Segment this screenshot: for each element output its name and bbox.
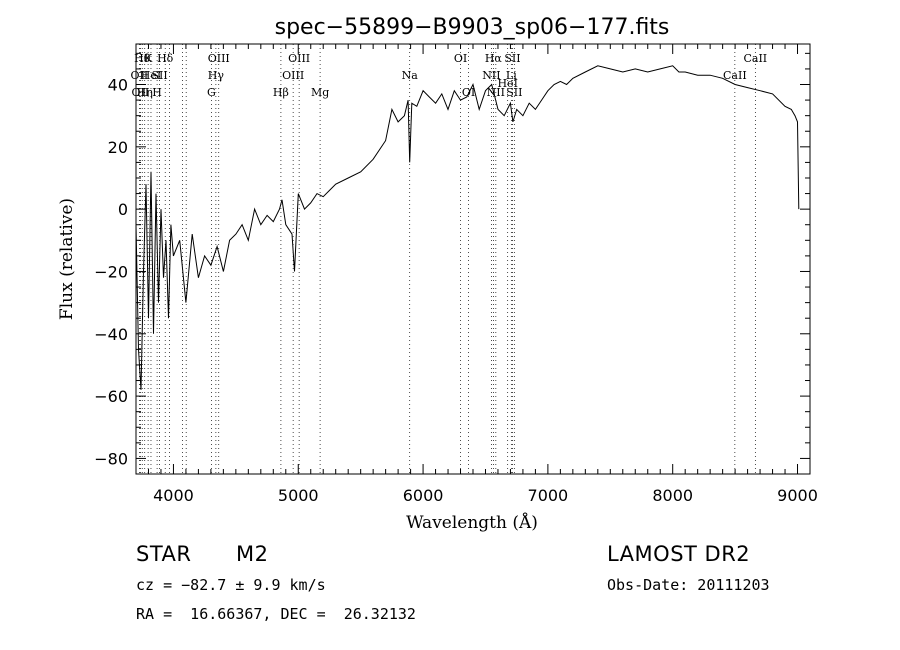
line-label: NII — [487, 86, 505, 99]
line-label: OIII — [282, 69, 304, 82]
line-label: Hη — [137, 86, 153, 99]
obs-date-text: Obs-Date: 20111203 — [607, 576, 770, 594]
line-label: Hθ — [134, 52, 151, 65]
object-class: STAR — [136, 542, 192, 566]
survey-name: LAMOST DR2 — [607, 542, 751, 566]
y-tick-label: −20 — [94, 262, 128, 281]
line-label: Li — [506, 69, 517, 82]
spectral-line-markers: OIIOIIHθHηKHeIHSIIHδGHγOIIIHβOIIIOIIIMgN… — [131, 44, 767, 474]
flux-series-line — [135, 65, 800, 390]
line-label: SII — [504, 52, 520, 65]
x-tick-label: 5000 — [278, 486, 319, 505]
line-label: Hα — [485, 52, 503, 65]
line-label: OI — [454, 52, 467, 65]
axis-ticks: 4000 5000 6000 7000 8000 9000 −80 −60 −40 −20 0 20 4… — [94, 44, 818, 505]
line-label: K — [144, 52, 153, 65]
line-label: OIII — [288, 52, 310, 65]
x-tick-label: 6000 — [403, 486, 444, 505]
y-axis-label: Flux (relative) — [57, 198, 77, 320]
line-label: OII — [131, 69, 149, 82]
line-label: HeI — [141, 69, 161, 82]
line-label: OIII — [208, 52, 230, 65]
y-tick-label: 20 — [108, 138, 128, 157]
flux-series — [135, 65, 800, 390]
line-label: Mg — [311, 86, 329, 99]
y-tick-label: 0 — [118, 200, 128, 219]
line-label: CaII — [723, 69, 747, 82]
chart-title: spec−55899−B9903_sp06−177.fits — [275, 15, 670, 40]
redshift-text: cz = −82.7 ± 9.9 km/s — [136, 576, 326, 594]
line-label: G — [207, 86, 216, 99]
line-label: H — [152, 86, 162, 99]
coordinates-text: RA = 16.66367, DEC = 26.32132 — [136, 605, 416, 623]
line-label: Hβ — [273, 86, 289, 99]
x-tick-label: 4000 — [153, 486, 194, 505]
x-axis-label: Wavelength (Å) — [406, 512, 538, 533]
object-subclass: M2 — [236, 542, 269, 566]
line-label: Hγ — [208, 69, 225, 82]
y-tick-label: −40 — [94, 325, 128, 344]
line-label: SII — [506, 86, 522, 99]
y-tick-label: 40 — [108, 76, 128, 95]
line-label: Na — [402, 69, 419, 82]
x-tick-label: 7000 — [528, 486, 569, 505]
x-tick-label: 8000 — [652, 486, 693, 505]
y-tick-label: −60 — [94, 387, 128, 406]
line-label: HeI — [497, 77, 517, 90]
x-tick-label: 9000 — [777, 486, 818, 505]
line-label: SII — [151, 69, 167, 82]
y-tick-label: −80 — [94, 449, 128, 468]
line-label: CaII — [743, 52, 767, 65]
plot-frame — [135, 43, 811, 475]
line-label: Hδ — [157, 52, 174, 65]
